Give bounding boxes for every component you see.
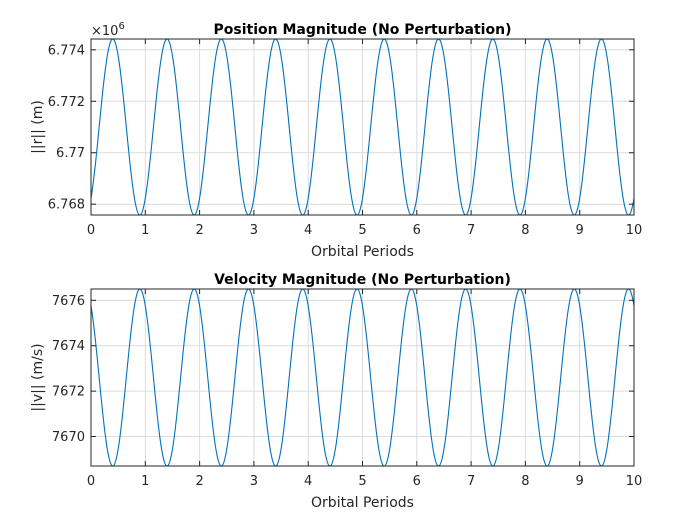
y-tick-label: 6.772 xyxy=(48,95,85,110)
y-axis-label: ||r|| (m) xyxy=(30,100,46,154)
y-tick-label: 6.774 xyxy=(48,43,85,58)
series-line xyxy=(90,38,635,216)
x-axis-label: Orbital Periods xyxy=(311,495,414,511)
x-tick-label: 9 xyxy=(576,223,584,238)
x-tick-label: 0 xyxy=(87,474,95,489)
x-tick-label: 2 xyxy=(195,474,203,489)
series-line xyxy=(90,288,635,467)
x-tick-label: 2 xyxy=(195,223,203,238)
x-tick-label: 8 xyxy=(521,474,529,489)
x-tick-label: 4 xyxy=(304,474,312,489)
x-tick-label: 10 xyxy=(626,474,643,489)
y-axis-label: ||v|| (m/s) xyxy=(30,343,46,411)
x-tick-label: 7 xyxy=(467,223,475,238)
x-tick-label: 6 xyxy=(413,474,421,489)
position-magnitude-plot: 0 1 2 3 4 5 6 7 8 9 10 6.768 6.77 6.772 6.774 Position … xyxy=(30,21,642,260)
y-tick-label: 7674 xyxy=(52,339,85,354)
x-tick-label: 7 xyxy=(467,474,475,489)
x-tick-label: 3 xyxy=(250,474,258,489)
x-tick-label: 5 xyxy=(358,223,366,238)
x-tick-label: 5 xyxy=(358,474,366,489)
velocity-magnitude-plot: 0 1 2 3 4 5 6 7 8 9 10 7670 7672 7674 7676 Velocity Mag… xyxy=(30,272,642,511)
x-tick-label: 4 xyxy=(304,223,312,238)
chart-title: Velocity Magnitude (No Perturbation) xyxy=(214,272,511,288)
x-tick-label: 3 xyxy=(250,223,258,238)
y-exponent-label: ×106 xyxy=(91,21,125,39)
x-tick-label: 9 xyxy=(576,474,584,489)
y-tick-label: 7670 xyxy=(52,430,85,445)
chart-title: Position Magnitude (No Perturbation) xyxy=(214,22,512,38)
x-tick-label: 1 xyxy=(141,474,149,489)
x-tick-label: 10 xyxy=(626,223,643,238)
x-axis-label: Orbital Periods xyxy=(311,244,414,260)
x-tick-label: 6 xyxy=(413,223,421,238)
y-tick-label: 7672 xyxy=(52,385,85,400)
y-tick-label: 7676 xyxy=(52,294,85,309)
x-tick-label: 8 xyxy=(521,223,529,238)
y-tick-label: 6.768 xyxy=(48,198,85,213)
x-tick-label: 1 xyxy=(141,223,149,238)
x-tick-label: 0 xyxy=(87,223,95,238)
y-tick-label: 6.77 xyxy=(56,146,85,161)
